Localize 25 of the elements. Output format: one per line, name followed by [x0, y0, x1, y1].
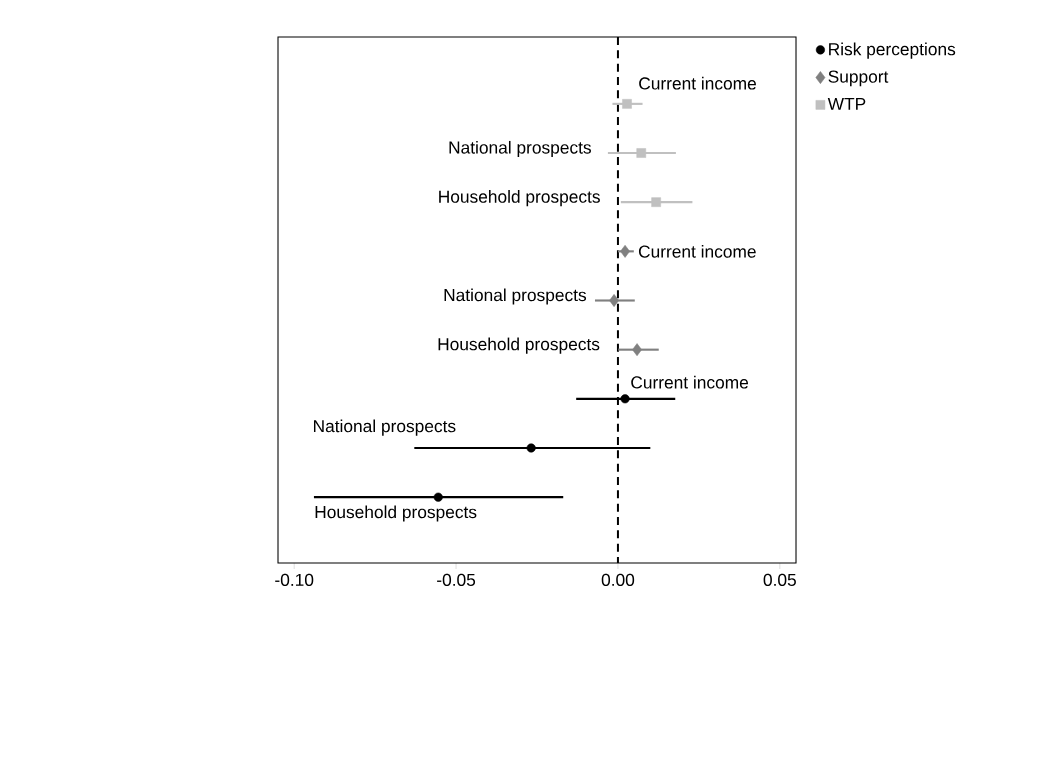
y-tick-label: National prospects [313, 419, 456, 436]
point [622, 99, 632, 109]
x-tick-label: 0.00 [601, 573, 635, 587]
y-tick-label: National prospects [449, 140, 591, 158]
y-tick-label: National prospects [444, 288, 587, 305]
point [636, 148, 647, 158]
x-tick-label: -0.10 [275, 573, 314, 587]
legend-label: Risk perceptions [829, 42, 956, 59]
point [651, 197, 661, 207]
y-tick-label: Household prospects [438, 337, 600, 354]
y-tick-label: Current income [638, 244, 756, 258]
legend-label: Support [828, 70, 889, 87]
point [620, 394, 630, 404]
x-tick-label: -0.05 [437, 573, 476, 587]
point [632, 343, 642, 357]
point [609, 294, 619, 307]
legend-label: WTP [827, 97, 866, 110]
point [433, 492, 443, 502]
y-tick-label: Household prospects [315, 505, 477, 522]
y-tick-label: Household prospects [439, 190, 600, 207]
x-tick-label: 0.05 [763, 573, 796, 587]
point [526, 443, 536, 453]
y-tick-label: Current income [639, 76, 756, 90]
point [620, 244, 630, 258]
y-tick-label: Current income [631, 375, 749, 389]
